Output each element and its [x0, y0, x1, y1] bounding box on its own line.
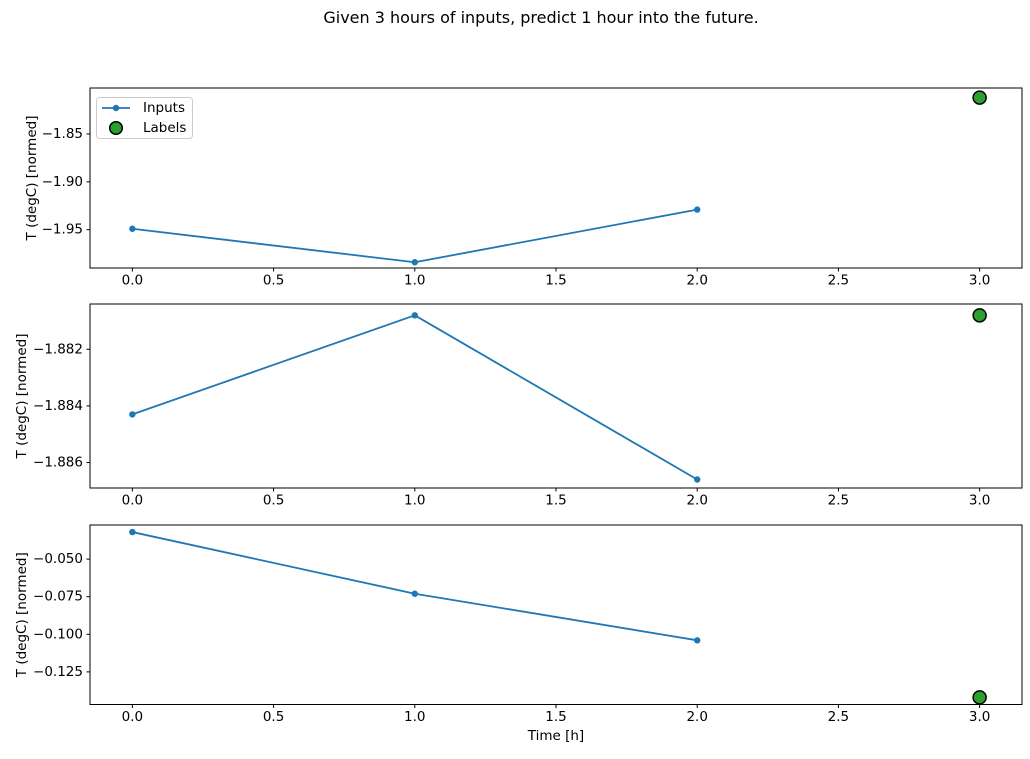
- x-tick-label: 3.0: [969, 273, 990, 289]
- y-tick-label: −0.100: [33, 626, 83, 642]
- y-tick-label: −1.882: [33, 341, 83, 357]
- x-tick-label: 2.0: [686, 493, 707, 509]
- inputs-marker: [694, 476, 701, 483]
- x-tick-label: 0.5: [263, 709, 284, 725]
- x-tick-label: 1.0: [404, 709, 425, 725]
- inputs-line: [132, 531, 698, 642]
- x-axis-label: Time [h]: [527, 728, 584, 744]
- y-tick-label: −1.884: [33, 398, 83, 414]
- axes-frame: [89, 303, 1023, 489]
- inputs-marker: [129, 225, 136, 232]
- subplot-1: 0.0 0.5 1.0 1.5 2.0 2.5 3.0 −1.85 −1.90 −1.95T (d…: [24, 87, 1023, 289]
- figure-title: Given 3 hours of inputs, predict 1 hour …: [323, 8, 759, 27]
- y-tick-label: −1.95: [42, 222, 83, 238]
- x-tick-label: 1.5: [545, 493, 566, 509]
- y-axis-label: T (degC) [normed]: [14, 334, 30, 460]
- labels-marker: [972, 308, 987, 323]
- x-tick-label: 0.0: [122, 273, 143, 289]
- inputs-marker: [129, 528, 136, 536]
- legend: Inputs Labels: [96, 97, 193, 139]
- inputs-marker: [694, 637, 701, 644]
- y-axis-label: T (degC) [normed]: [24, 116, 40, 242]
- inputs-line: [132, 314, 698, 481]
- x-tick-label: 0.5: [263, 273, 284, 289]
- x-tick-label: 0.0: [122, 709, 143, 725]
- legend-label-labels: Labels: [143, 120, 186, 136]
- y-tick-label: −1.886: [33, 455, 83, 471]
- inputs-line: [132, 208, 698, 264]
- labels-marker: [972, 90, 987, 105]
- subplot-3: 0.0 0.5 1.0 1.5 2.0 2.5 3.0 −0.050 −0.075 −0.100 −…: [14, 524, 1023, 744]
- y-tick-label: −0.075: [33, 589, 83, 605]
- y-tick-label: −1.85: [42, 126, 83, 142]
- x-tick-label: 0.5: [263, 493, 284, 509]
- y-tick-label: −0.050: [33, 551, 83, 567]
- y-tick-label: −0.125: [33, 664, 83, 680]
- x-tick-label: 1.0: [404, 273, 425, 289]
- axes-frame: [89, 524, 1023, 705]
- subplot-2: 0.0 0.5 1.0 1.5 2.0 2.5 3.0 −1.882 −1.884 −1.886T…: [14, 303, 1023, 509]
- inputs-marker: [694, 206, 701, 213]
- x-tick-label: 3.0: [969, 709, 990, 725]
- legend-label-inputs: Inputs: [143, 100, 185, 116]
- x-tick-label: 2.5: [828, 273, 849, 289]
- x-tick-label: 2.0: [686, 273, 707, 289]
- inputs-marker: [129, 411, 136, 418]
- inputs-marker: [411, 312, 418, 319]
- labels-marker: [972, 690, 987, 705]
- y-axis-label: T (degC) [normed]: [14, 552, 30, 678]
- y-tick-label: −1.90: [42, 174, 83, 190]
- legend-labels-marker-sample: [108, 120, 124, 136]
- legend-inputs-marker-sample: [112, 104, 120, 112]
- x-tick-label: 2.5: [828, 493, 849, 509]
- x-tick-label: 2.5: [828, 709, 849, 725]
- x-tick-label: 1.0: [404, 493, 425, 509]
- x-tick-label: 2.0: [686, 709, 707, 725]
- x-tick-label: 3.0: [969, 493, 990, 509]
- inputs-marker: [411, 259, 418, 266]
- x-tick-label: 1.5: [545, 709, 566, 725]
- x-tick-label: 0.0: [122, 493, 143, 509]
- inputs-marker: [411, 590, 418, 597]
- x-tick-label: 1.5: [545, 273, 566, 289]
